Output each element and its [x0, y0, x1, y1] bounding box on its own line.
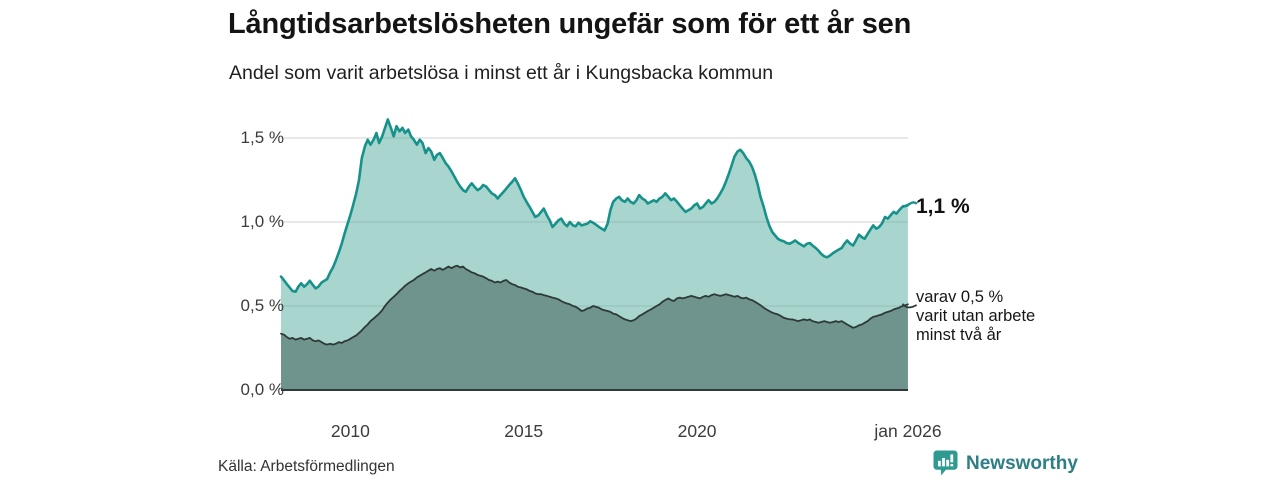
- subset-annotation-connector: [902, 303, 917, 309]
- latest-total-value-label: 1,1 %: [916, 195, 970, 218]
- newsworthy-logo: Newsworthy: [933, 450, 1078, 477]
- y-axis-tick-label: 1,5 %: [240, 128, 284, 147]
- source-label: Källa: Arbetsförmedlingen: [218, 458, 395, 475]
- subset-annotation-line-3: minst två år: [916, 326, 1002, 344]
- total-unemployed-one-year-line: [279, 118, 910, 293]
- x-axis-tick-label: jan 2026: [874, 421, 942, 441]
- unemployed-two-years-line: [280, 264, 909, 346]
- y-axis-tick-label: 1,0 %: [240, 212, 284, 231]
- y-axis-tick-label: 0,0 %: [240, 380, 284, 399]
- x-axis-tick-label: 2015: [504, 421, 544, 441]
- newsworthy-wordmark: Newsworthy: [966, 452, 1078, 474]
- unemployed-two-years-area: [281, 265, 908, 390]
- subset-annotation-line-1: varav 0,5 %: [916, 288, 1004, 306]
- y-axis-tick-label: 0,5 %: [240, 296, 284, 315]
- newsworthy-speech-bubble-bar-chart-icon: [933, 450, 958, 476]
- x-axis-tick-label: 2010: [330, 421, 370, 441]
- total-annotation-connector: [901, 201, 918, 208]
- chart-subtitle: Andel som varit arbetslösa i minst ett å…: [229, 62, 774, 84]
- page-title: Långtidsarbetslösheten ungefär som för e…: [228, 8, 912, 40]
- subset-series-annotation: varav 0,5 % varit utan arbete minst två …: [916, 288, 1035, 345]
- subset-annotation-line-2: varit utan arbete: [916, 307, 1036, 325]
- x-axis-tick-label: 2020: [677, 421, 717, 441]
